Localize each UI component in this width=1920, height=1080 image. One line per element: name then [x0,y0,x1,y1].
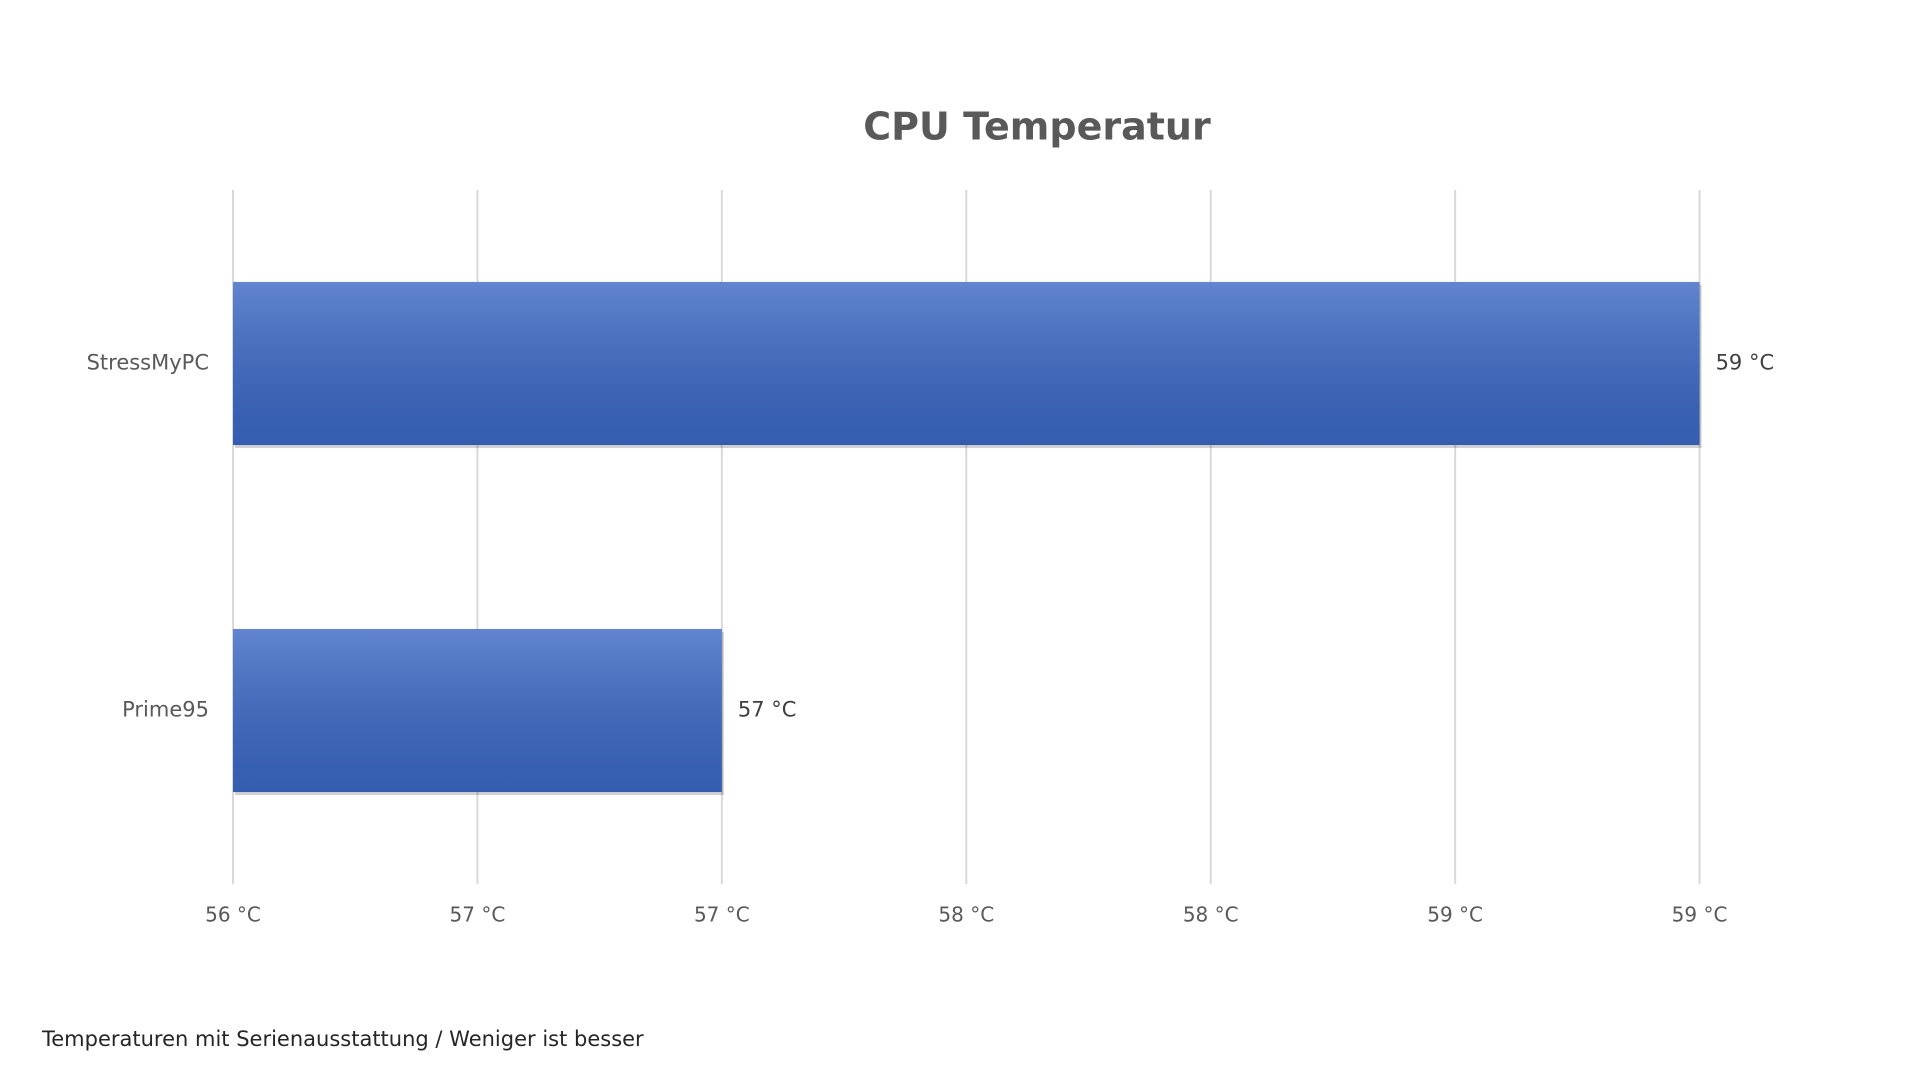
chart-title: CPU Temperatur [863,105,1211,149]
x-tick-label: 58 °C [1183,903,1239,927]
x-tick-label: 57 °C [694,903,750,927]
footnote: Temperaturen mit Serienausstattung / Wen… [41,1027,644,1051]
x-tick-label: 58 °C [938,903,994,927]
x-tick-label: 59 °C [1427,903,1483,927]
value-label: 59 °C [1716,351,1775,375]
x-tick-label: 57 °C [450,903,506,927]
value-label: 57 °C [738,698,797,722]
bar-shine [233,628,722,793]
bar-shine [233,281,1700,446]
x-tick-label: 56 °C [205,903,261,927]
y-tick-label: StressMyPC [87,351,209,375]
x-tick-label: 59 °C [1672,903,1728,927]
y-tick-label: Prime95 [122,698,209,722]
